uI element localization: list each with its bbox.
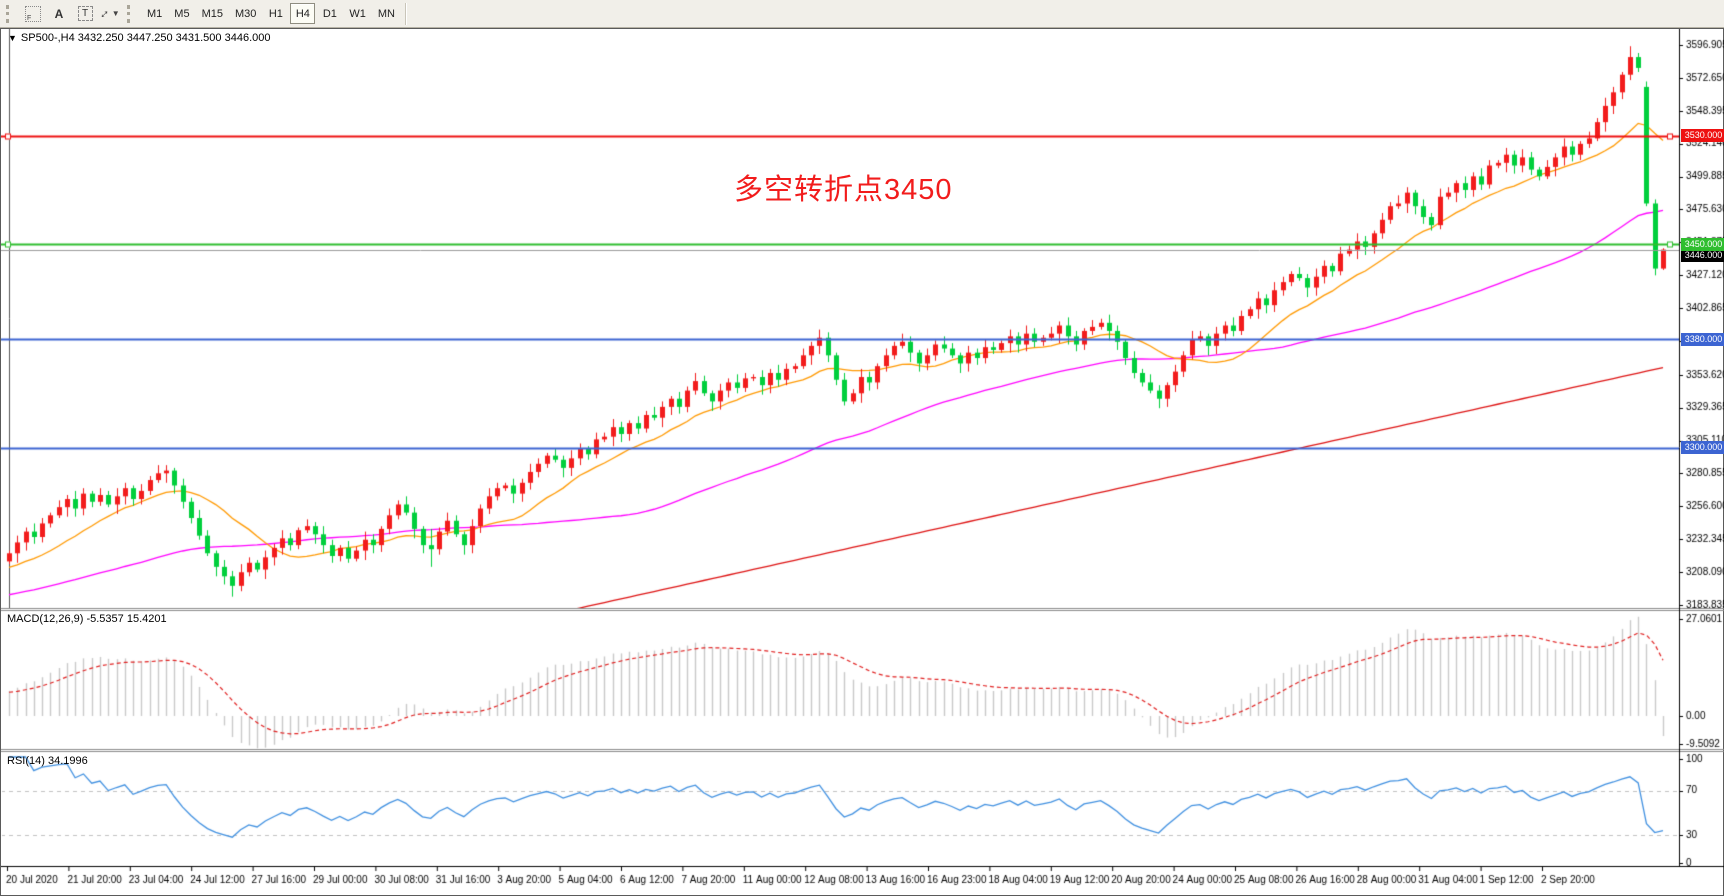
chart-title-text: SP500-,H4 3432.250 3447.250 3431.500 344…: [20, 32, 271, 44]
font-button[interactable]: A: [54, 6, 64, 21]
text-box-icon: T: [77, 6, 93, 21]
timeframe-M30[interactable]: M30: [234, 7, 257, 20]
chart-window: ▼ SP500-,H4 3432.250 3447.250 3431.500 34…: [0, 28, 1724, 896]
dropdown-caret-icon[interactable]: ▼: [111, 9, 120, 18]
toolbar: F A T ↕ ▼ M1 M5 M15 M30 H1 H4 D1 W1 MN: [0, 0, 1724, 28]
timeframe-M15[interactable]: M15: [201, 7, 223, 20]
price-level-label-3380.000: 3380.000: [1681, 333, 1724, 346]
toolbar-grip-2[interactable]: [127, 4, 135, 23]
timeframe-W1[interactable]: W1: [349, 7, 366, 20]
toolbar-separator: [404, 2, 406, 25]
price-level-label-3446.000: 3446.000: [1681, 249, 1724, 262]
timeframe-H1[interactable]: H1: [268, 7, 283, 20]
timeframe-D1[interactable]: D1: [322, 7, 337, 20]
timeframe-H4[interactable]: H4: [290, 3, 316, 24]
timeframe-group: M1 M5 M15 M30 H1 H4 D1 W1 MN: [141, 3, 401, 24]
indicator-grid-button[interactable]: F: [21, 3, 45, 25]
grid-icon: F: [25, 5, 41, 22]
chart-canvas[interactable]: [1, 29, 1724, 895]
timeframe-M1[interactable]: M1: [147, 7, 163, 20]
timeframe-MN[interactable]: MN: [377, 7, 395, 20]
text-label-button[interactable]: T: [73, 3, 97, 25]
cursor-mode-button[interactable]: ↕ ▼: [98, 3, 123, 25]
annotation-text[interactable]: 多空转折点3450: [734, 174, 953, 206]
timeframe-M5[interactable]: M5: [174, 7, 190, 20]
macd-label: MACD(12,26,9) -5.5357 15.4201: [7, 613, 167, 625]
rsi-label: RSI(14) 34.1996: [7, 755, 88, 767]
price-level-label-3530.000: 3530.000: [1681, 129, 1724, 142]
price-level-label-3450.000: 3450.000: [1681, 238, 1724, 251]
price-level-label-3300.000: 3300.000: [1681, 441, 1724, 454]
chart-title[interactable]: ▼ SP500-,H4 3432.250 3447.250 3431.500 34…: [8, 32, 270, 44]
toolbar-grip[interactable]: [6, 4, 14, 23]
chart-dropdown-icon[interactable]: ▼: [8, 33, 17, 43]
